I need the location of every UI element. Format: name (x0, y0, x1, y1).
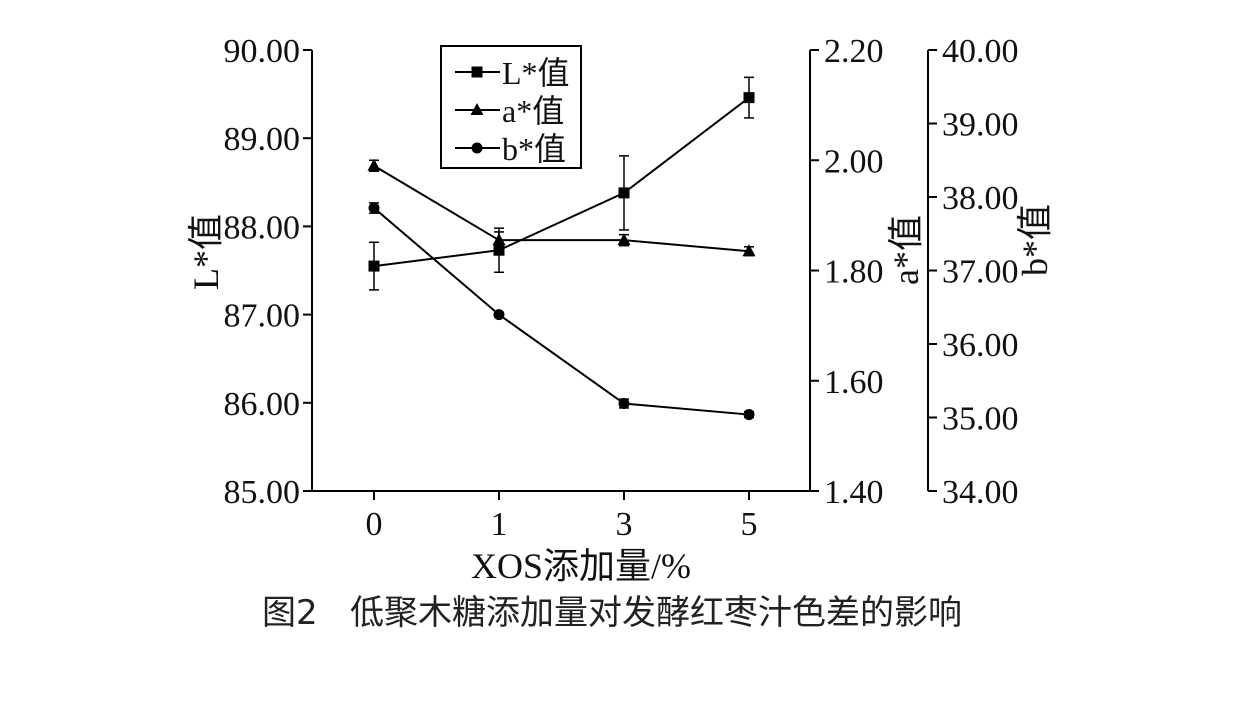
figure-caption: 图2 低聚木糖添加量对发酵红枣汁色差的影响 (262, 593, 962, 633)
right2-tick-label: 36.00 (942, 327, 1019, 364)
right1-tick-label: 1.60 (824, 364, 884, 401)
series-line-1 (373, 164, 750, 253)
data-point (618, 187, 630, 199)
right2-tick-label: 37.00 (942, 254, 1019, 291)
right2-axis-title: b*值 (1015, 204, 1055, 276)
legend: L*值a*值b*值 (440, 45, 582, 169)
right2-tick-label: 38.00 (942, 180, 1019, 217)
right2-tick-label: 34.00 (942, 474, 1019, 511)
right2-tick-label: 40.00 (942, 33, 1019, 70)
x-tick-label: 5 (741, 506, 758, 543)
legend-label: a*值 (502, 93, 564, 129)
right1-tick-label: 1.80 (824, 254, 884, 291)
x-axis-title: XOS添加量/% (471, 546, 691, 586)
legend-marker (470, 103, 484, 115)
right2-tick-label: 39.00 (942, 107, 1019, 144)
data-point (368, 260, 380, 272)
legend-label: L*值 (502, 55, 570, 91)
x-tick-label: 3 (616, 506, 633, 543)
data-point (367, 158, 381, 171)
series-line-2 (373, 207, 750, 416)
x-tick-label: 1 (491, 506, 508, 543)
legend-label: b*值 (502, 131, 566, 167)
left-axis-title: L*值 (186, 214, 226, 290)
data-point (493, 244, 505, 256)
right1-tick-label: 2.20 (824, 33, 884, 70)
left-tick-label: 88.00 (224, 209, 301, 246)
data-point (743, 409, 755, 421)
data-point (618, 398, 630, 410)
data-point (493, 309, 505, 321)
left-tick-label: 85.00 (224, 474, 301, 511)
left-tick-label: 89.00 (224, 121, 301, 158)
right2-tick-label: 35.00 (942, 401, 1019, 438)
left-tick-label: 86.00 (224, 386, 301, 423)
data-point (617, 233, 631, 246)
legend-marker (471, 142, 483, 154)
legend-marker (471, 66, 483, 78)
series-line-0 (373, 96, 750, 268)
right1-tick-label: 1.40 (824, 474, 884, 511)
right1-tick-label: 2.00 (824, 143, 884, 180)
data-point (368, 202, 380, 214)
x-tick-label: 0 (366, 506, 383, 543)
data-point (742, 244, 756, 257)
data-point (492, 233, 506, 246)
left-tick-label: 90.00 (224, 33, 301, 70)
left-tick-label: 87.00 (224, 298, 301, 335)
right1-axis-title: a*值 (886, 215, 926, 285)
data-point (743, 92, 755, 104)
